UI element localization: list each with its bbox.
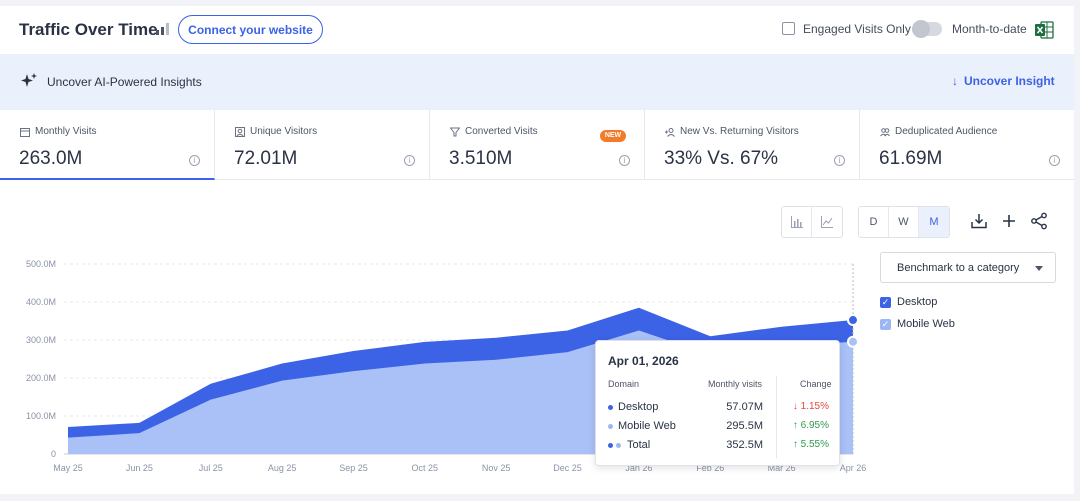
connect-website-button[interactable]: Connect your website <box>178 15 323 44</box>
funnel-icon <box>450 127 460 136</box>
plus-icon[interactable] <box>1000 212 1018 230</box>
info-icon[interactable]: i <box>404 155 415 166</box>
mobile-web-point <box>847 335 859 348</box>
signal-bars-icon <box>156 23 169 35</box>
excel-export-icon[interactable] <box>1034 20 1054 40</box>
info-icon[interactable]: i <box>1049 155 1060 166</box>
metric-value: 72.01M <box>234 148 298 169</box>
tooltip-col-change: Change <box>800 379 832 389</box>
user-plus-icon <box>665 127 675 137</box>
benchmark-dropdown[interactable]: Benchmark to a category <box>880 252 1056 283</box>
x-tick-label: Jul 25 <box>199 463 223 473</box>
x-tick-label: Jun 25 <box>126 463 153 473</box>
chart-tooltip: Apr 01, 2026 Domain Monthly visits Chang… <box>595 340 840 466</box>
month-to-date-toggle[interactable] <box>912 20 942 38</box>
x-tick-label: Apr 26 <box>840 463 867 473</box>
month-to-date-label: Month-to-date <box>952 22 1027 36</box>
x-tick-label: Feb 26 <box>696 463 724 473</box>
y-tick-label: 0 <box>51 449 56 459</box>
arrow-down-icon: ↓ <box>952 74 958 88</box>
x-tick-label: Sep 25 <box>339 463 368 473</box>
bar-chart-button[interactable] <box>782 207 812 237</box>
calendar-icon <box>20 127 30 137</box>
insights-banner: Uncover AI-Powered Insights ↓ Uncover Ins… <box>0 54 1074 110</box>
granularity-month-button[interactable]: M <box>919 207 949 237</box>
metric-value: 3.510M <box>449 148 513 169</box>
metric-label: Deduplicated Audience <box>895 126 998 137</box>
tooltip-col-domain: Domain <box>608 379 640 389</box>
info-icon[interactable]: i <box>834 155 845 166</box>
x-tick-label: Mar 26 <box>768 463 796 473</box>
x-tick-label: Jan 26 <box>625 463 652 473</box>
metric-value: 263.0M <box>19 148 83 169</box>
card-header: Traffic Over Time Connect your website E… <box>0 6 1074 54</box>
metric-new-vs-returning[interactable]: New Vs. Returning Visitors 33% Vs. 67% i <box>645 110 860 180</box>
line-chart-icon <box>821 216 833 228</box>
metric-deduplicated-audience[interactable]: Deduplicated Audience 61.69M i <box>860 110 1074 180</box>
insights-banner-text: Uncover AI-Powered Insights <box>47 75 202 89</box>
metric-label: Converted Visits <box>465 126 538 137</box>
y-tick-label: 300.0M <box>26 335 56 345</box>
arrow-down-icon: ↓ <box>792 401 801 412</box>
group-icon <box>880 127 890 136</box>
x-tick-label: Dec 25 <box>553 463 582 473</box>
granularity-week-button[interactable]: W <box>889 207 919 237</box>
metric-label: Unique Visitors <box>250 126 318 137</box>
tooltip-date: Apr 01, 2026 <box>608 354 679 368</box>
metric-unique-visitors[interactable]: Unique Visitors 72.01M i <box>215 110 430 180</box>
metric-label: Monthly Visits <box>35 126 97 137</box>
tooltip-col-visits: Monthly visits <box>708 379 763 389</box>
metric-value: 33% Vs. 67% <box>664 148 779 169</box>
y-tick-label: 100.0M <box>26 411 56 421</box>
sparkle-icon <box>21 73 37 87</box>
caret-down-icon <box>1035 266 1043 271</box>
x-tick-label: Aug 25 <box>268 463 297 473</box>
page-title: Traffic Over Time <box>19 20 158 39</box>
metric-label: New Vs. Returning Visitors <box>680 126 799 137</box>
engaged-visits-checkbox[interactable] <box>782 22 795 35</box>
tooltip-row-desktop: Desktop 57.07M ↓ 1.15% <box>608 400 833 416</box>
line-chart-button[interactable] <box>812 207 842 237</box>
granularity-day-button[interactable]: D <box>859 207 889 237</box>
chart-type-switcher <box>781 206 843 238</box>
y-tick-label: 500.0M <box>26 259 56 269</box>
bar-chart-icon <box>790 216 803 228</box>
desktop-point <box>847 314 859 327</box>
x-tick-label: Oct 25 <box>412 463 439 473</box>
checkbox-icon[interactable]: ✓ <box>880 296 891 308</box>
person-icon <box>235 126 245 137</box>
engaged-visits-label: Engaged Visits Only <box>803 22 911 36</box>
granularity-switcher: D W M <box>858 206 950 238</box>
x-tick-label: Nov 25 <box>482 463 511 473</box>
y-tick-label: 200.0M <box>26 373 56 383</box>
new-badge: NEW <box>600 130 626 142</box>
arrow-up-icon: ↑ <box>792 420 801 431</box>
legend-item-mobile-web[interactable]: ✓ Mobile Web <box>880 318 955 330</box>
share-icon[interactable] <box>1030 212 1048 230</box>
arrow-up-icon: ↑ <box>792 439 801 450</box>
tooltip-row-mobile-web: Mobile Web 295.5M ↑ 6.95% <box>608 419 833 435</box>
metrics-row: Monthly Visits 263.0M i Unique Visitors … <box>0 110 1074 180</box>
x-tick-label: May 25 <box>53 463 83 473</box>
y-tick-label: 400.0M <box>26 297 56 307</box>
legend-item-desktop[interactable]: ✓ Desktop <box>880 296 938 308</box>
metric-value: 61.69M <box>879 148 943 169</box>
tooltip-row-total: Total 352.5M ↑ 5.55% <box>608 438 833 454</box>
info-icon[interactable]: i <box>189 155 200 166</box>
info-icon[interactable]: i <box>619 155 630 166</box>
metric-converted-visits[interactable]: Converted Visits NEW 3.510M i <box>430 110 645 180</box>
uncover-insight-link[interactable]: ↓ Uncover Insight <box>952 74 1055 88</box>
checkbox-icon[interactable]: ✓ <box>880 318 891 330</box>
download-icon[interactable] <box>970 212 988 230</box>
metric-monthly-visits[interactable]: Monthly Visits 263.0M i <box>0 110 215 180</box>
